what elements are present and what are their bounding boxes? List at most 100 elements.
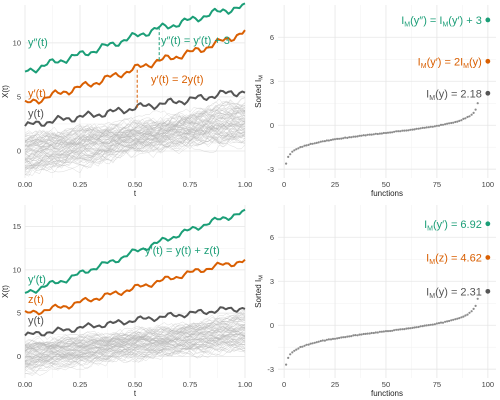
sorted-point <box>366 133 369 136</box>
sorted-point <box>439 123 443 126</box>
x-tick-label: 0.25 <box>73 180 88 189</box>
sorted-point <box>403 129 406 132</box>
annotation-relation: y′(t) = y(t) + z(t) <box>145 245 220 257</box>
sorted-point <box>386 131 390 134</box>
sorted-point <box>293 349 296 352</box>
sorted-point <box>307 343 310 346</box>
sorted-point <box>289 353 292 356</box>
sorted-point <box>362 134 365 137</box>
sorted-point <box>311 342 314 345</box>
highlight-point-1 <box>485 58 491 64</box>
highlight-label-0: IM(y″) = IM(y′) + 3 <box>401 15 482 29</box>
y-tick-label: 6 <box>270 233 274 242</box>
sorted-point <box>409 327 412 330</box>
sorted-point <box>389 131 392 134</box>
sorted-point <box>342 336 345 339</box>
sorted-point <box>405 327 408 330</box>
highlight-label-1: IM(y′) = 2IM(y) <box>418 56 482 70</box>
sorted-point <box>411 326 414 329</box>
sorted-point <box>368 133 371 136</box>
background-curve <box>24 129 246 144</box>
sorted-point <box>472 111 475 114</box>
background-curve <box>24 333 246 349</box>
sorted-point <box>356 135 359 138</box>
x-tick-label: 0.00 <box>18 380 33 389</box>
sorted-points <box>285 297 479 366</box>
sorted-point <box>354 334 357 337</box>
background-curve <box>24 117 246 170</box>
sorted-point <box>448 319 451 323</box>
sorted-point <box>470 310 473 313</box>
series-line-1 <box>24 258 246 316</box>
sorted-point <box>378 330 381 333</box>
sorted-point <box>399 130 402 133</box>
x-tick-label: 50 <box>382 180 390 189</box>
sorted-point <box>391 329 394 332</box>
highlight-label-2: IM(y) = 2.31 <box>426 286 482 300</box>
sorted-point <box>340 336 343 339</box>
y-tick-label: 6 <box>270 33 274 42</box>
sorted-point <box>413 326 416 329</box>
sorted-point <box>336 137 339 140</box>
sorted-point <box>444 123 447 126</box>
sorted-point <box>441 321 445 324</box>
series-line-0 <box>24 89 246 127</box>
sorted-point <box>399 328 402 331</box>
background-curve <box>24 335 246 367</box>
sorted-point <box>444 320 447 323</box>
sorted-point <box>466 313 469 316</box>
highlight-point-0 <box>485 221 491 227</box>
sorted-point <box>297 147 300 150</box>
sorted-point <box>323 339 326 342</box>
sorted-point <box>287 356 290 359</box>
sorted-point <box>474 108 477 111</box>
sorted-point <box>456 120 459 123</box>
sorted-point <box>313 341 316 344</box>
sorted-point <box>364 332 367 335</box>
sorted-point <box>374 132 377 135</box>
panel-bottom-right: 0 25 50 75 100 -3 0 3 6 functions Sorted IM IM(y′) … <box>254 205 496 398</box>
sorted-point <box>397 328 400 331</box>
sorted-point <box>382 131 385 135</box>
sorted-point <box>342 137 345 140</box>
sorted-point <box>346 335 349 338</box>
sorted-point <box>297 347 300 350</box>
sorted-point <box>450 121 453 125</box>
sorted-point <box>352 135 355 138</box>
sorted-point <box>344 136 347 139</box>
sorted-point <box>329 138 333 142</box>
sorted-point <box>458 119 461 122</box>
sorted-point <box>437 322 441 325</box>
sorted-point <box>395 328 398 331</box>
sorted-point <box>378 132 381 135</box>
sorted-point <box>476 102 479 105</box>
sorted-point <box>366 332 369 335</box>
sorted-point <box>460 119 463 122</box>
background-curve <box>24 123 246 167</box>
background-curve <box>24 127 246 146</box>
y-tick-label: 10 <box>13 38 21 47</box>
sorted-point <box>431 125 434 128</box>
sorted-point <box>317 340 320 343</box>
sorted-point <box>415 326 418 329</box>
sorted-point <box>429 125 432 128</box>
background-curve <box>24 129 246 161</box>
sorted-point <box>360 134 363 137</box>
sorted-point <box>340 137 343 140</box>
background-curve <box>24 319 246 348</box>
sorted-point <box>431 323 434 326</box>
sorted-point <box>309 142 312 145</box>
background-curve <box>24 319 246 370</box>
series-line-2 <box>24 208 246 294</box>
sorted-point <box>421 325 424 328</box>
sorted-point <box>370 331 373 335</box>
background-curve <box>24 328 246 355</box>
sorted-point <box>380 132 383 135</box>
sorted-point <box>389 329 392 333</box>
sorted-point <box>333 138 337 141</box>
background-curve <box>24 345 246 376</box>
y-axis-title: X(t) <box>1 285 10 298</box>
sorted-point <box>321 339 324 342</box>
sorted-point <box>435 124 438 127</box>
